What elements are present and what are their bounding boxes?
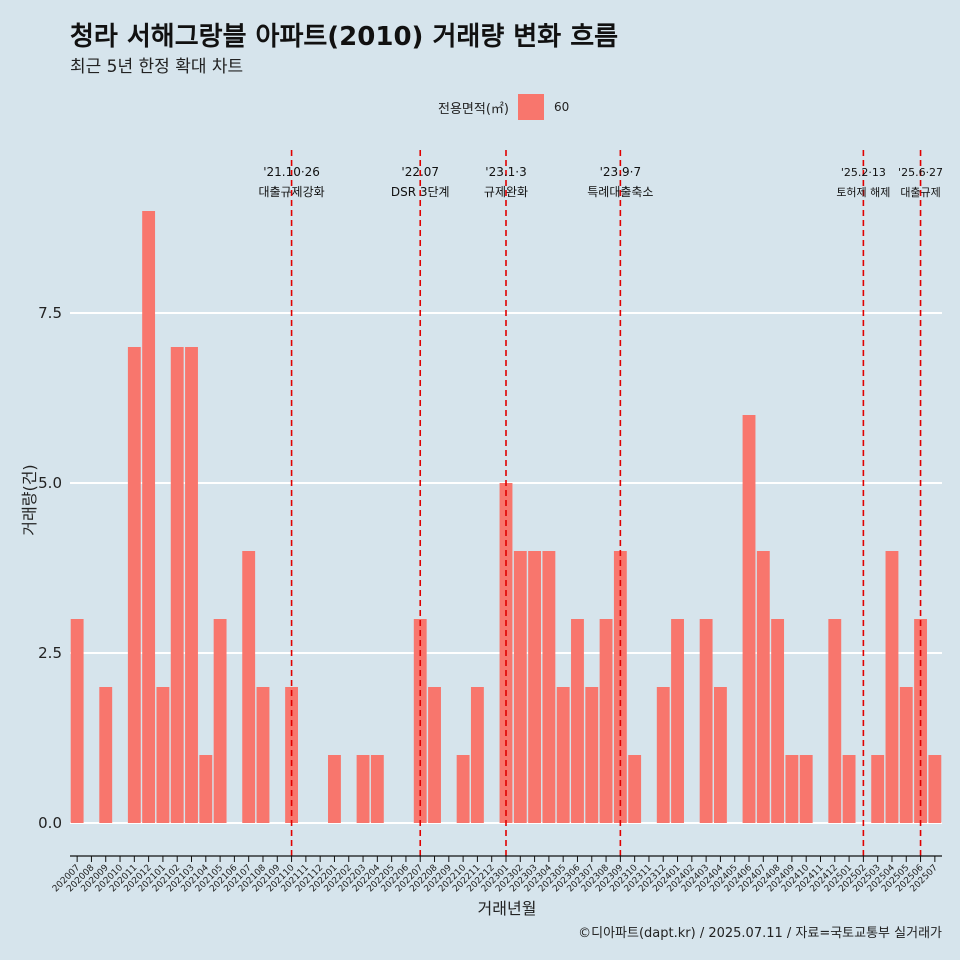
bar bbox=[599, 619, 613, 823]
event-lines bbox=[290, 150, 922, 856]
bar bbox=[185, 347, 198, 823]
y-axis-label: 거래량(건) bbox=[20, 464, 39, 535]
bar bbox=[742, 415, 756, 823]
event-date: '25.2·13 bbox=[841, 166, 886, 179]
bar bbox=[370, 755, 384, 823]
bar bbox=[871, 755, 885, 823]
bar bbox=[756, 551, 770, 823]
bar bbox=[213, 619, 227, 823]
bar bbox=[556, 687, 570, 823]
bar bbox=[328, 755, 341, 823]
y-tick-label: 5.0 bbox=[38, 474, 62, 492]
bar bbox=[713, 687, 727, 823]
y-tick-label: 7.5 bbox=[38, 304, 62, 322]
bar bbox=[585, 687, 599, 823]
bar bbox=[671, 619, 684, 823]
y-axis: 0.0 2.5 5.0 7.5 bbox=[38, 304, 62, 832]
bar bbox=[470, 687, 484, 823]
event-label: 규제완화 bbox=[484, 185, 528, 199]
bar bbox=[613, 551, 627, 823]
event-date: '23.9·7 bbox=[600, 165, 641, 179]
bar bbox=[513, 551, 527, 823]
bar bbox=[885, 551, 899, 823]
event-label: 대출규제강화 bbox=[258, 185, 324, 199]
bar bbox=[899, 687, 913, 823]
bar bbox=[842, 755, 856, 823]
bar bbox=[428, 687, 441, 823]
event-date: '21.10·26 bbox=[263, 165, 320, 179]
bar bbox=[199, 755, 213, 823]
legend-label: 60 bbox=[553, 100, 570, 114]
event-date: '25.6·27 bbox=[898, 166, 943, 179]
event-label: DSR 3단계 bbox=[391, 185, 450, 199]
event-date: '23.1·3 bbox=[485, 165, 526, 179]
bar bbox=[828, 619, 842, 823]
bar bbox=[156, 687, 170, 823]
bar bbox=[99, 687, 113, 823]
bar bbox=[170, 347, 184, 823]
bar bbox=[656, 687, 670, 823]
chart-title: 청라 서해그랑블 아파트(2010) 거래량 변화 흐름 bbox=[70, 22, 619, 52]
bar bbox=[571, 619, 584, 823]
legend-swatch bbox=[517, 94, 544, 120]
bar bbox=[799, 755, 813, 823]
event-label: 특례대출축소 bbox=[587, 185, 653, 199]
bar bbox=[771, 619, 785, 823]
bar bbox=[785, 755, 799, 823]
event-label: 대출규제 bbox=[900, 186, 940, 199]
bar bbox=[542, 551, 556, 823]
bar bbox=[142, 211, 156, 823]
chart-subtitle: 최근 5년 한정 확대 차트 bbox=[70, 57, 244, 77]
source-caption: ©디아파트(dapt.kr) / 2025.07.11 / 자료=국토교통부 실… bbox=[578, 926, 942, 941]
y-tick-label: 0.0 bbox=[38, 814, 62, 832]
legend: 전용면적(㎡) 60 bbox=[438, 94, 569, 120]
x-axis-label: 거래년월 bbox=[478, 899, 537, 918]
bar bbox=[356, 755, 370, 823]
y-tick-label: 2.5 bbox=[38, 644, 62, 662]
bar bbox=[127, 347, 141, 823]
bar bbox=[628, 755, 642, 823]
event-annotations: '21.10·26 대출규제강화 '22.07 DSR 3단계 '23.1·3 규제완화 '… bbox=[258, 165, 943, 199]
event-date: '22.07 bbox=[401, 165, 439, 179]
event-label: 토허제 해제 bbox=[836, 185, 890, 199]
bar bbox=[242, 551, 256, 823]
bar bbox=[456, 755, 470, 823]
bar bbox=[70, 619, 84, 823]
bar bbox=[528, 551, 542, 823]
bar bbox=[256, 687, 270, 823]
bar bbox=[699, 619, 713, 823]
legend-title: 전용면적(㎡) bbox=[438, 101, 509, 117]
x-axis: 2020072020082020092020102020112020122021… bbox=[51, 855, 942, 894]
bar bbox=[928, 755, 942, 823]
